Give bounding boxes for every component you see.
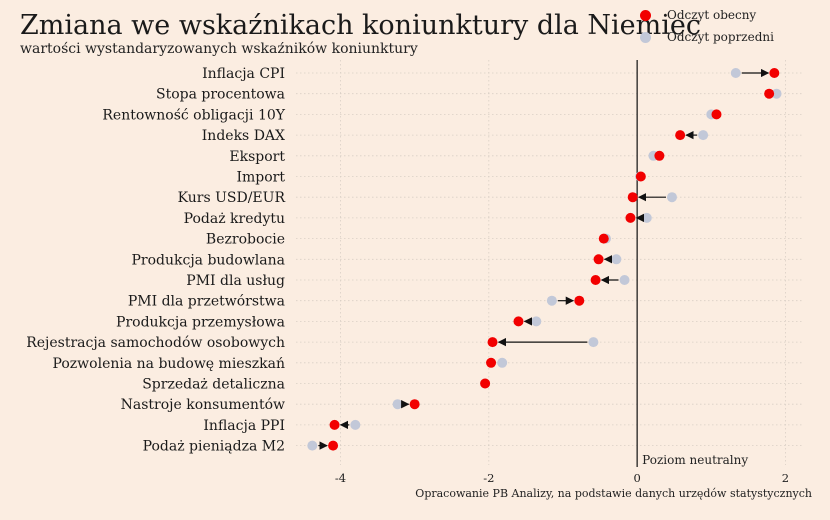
current-value-point [625,212,636,223]
category-label: Pozwolenia na budowę mieszkań [53,356,285,372]
previous-value-point [698,130,709,141]
previous-value-point [619,275,630,285]
category-label: Sprzedaż detaliczna [142,377,285,393]
category-label: Bezrobocie [206,232,285,248]
current-value-point [329,419,340,430]
current-value-point [675,130,686,141]
previous-value-point [531,316,542,327]
category-label: Inflacja CPI [202,66,285,82]
category-label: Import [236,170,285,186]
current-value-point [593,254,604,265]
category-label: Podaż pieniądza M2 [143,439,285,455]
source-note: Opracowanie PB Analizy, na podstawie dan… [415,487,812,500]
legend-item-current: Odczyt obecny [640,4,774,26]
previous-value-point [588,337,599,348]
current-value-point [654,150,665,161]
chart-title: Zmiana we wskaźnikach koniunktury dla Ni… [20,10,701,41]
legend-label-current: Odczyt obecny [667,8,757,22]
neutral-line-label: Poziom neutralny [642,453,748,467]
current-value-point [711,109,722,120]
category-label: Produkcja przemysłowa [116,314,285,330]
current-value-point [487,337,498,348]
category-label: Podaż kredytu [184,211,285,227]
current-value-point [635,171,646,182]
category-label: Rentowność obligacji 10Y [102,107,285,123]
current-value-point [590,275,601,285]
legend-marker-current [640,9,651,21]
legend-marker-previous [640,31,651,43]
category-label: Inflacja PPI [203,418,285,434]
x-tick-label: -4 [335,471,346,485]
current-value-point [769,68,780,78]
category-label: Nastroje konsumentów [121,397,285,413]
x-tick-label: 0 [633,471,640,485]
previous-value-point [730,68,741,78]
current-value-point [328,440,339,451]
current-value-point [486,357,497,368]
legend: Odczyt obecny Odczyt poprzedni [640,4,774,48]
category-label: Produkcja budowlana [131,252,285,268]
x-tick-label: -2 [483,471,494,485]
category-label: Eksport [229,149,285,165]
current-value-point [598,233,609,244]
previous-value-point [546,295,557,306]
previous-value-point [611,254,622,265]
category-label: PMI dla usług [186,273,285,289]
current-value-point [513,316,524,327]
current-value-point [574,295,585,306]
category-label: Stopa procentowa [156,87,285,103]
previous-value-point [641,212,652,223]
category-label: Kurs USD/EUR [178,190,286,206]
current-value-point [627,192,638,203]
chart-subtitle: wartości wystandaryzowanych wskaźników k… [20,41,418,57]
previous-value-point [350,419,361,430]
previous-value-point [497,357,508,368]
legend-item-previous: Odczyt poprzedni [640,26,774,48]
current-value-point [764,88,775,99]
category-label: PMI dla przetwórstwa [128,294,285,310]
current-value-point [480,378,491,389]
x-tick-label: 2 [782,471,789,485]
category-label: Rejestracja samochodów osobowych [26,335,285,351]
category-label: Indeks DAX [202,128,285,144]
previous-value-point [666,192,677,203]
current-value-point [409,399,420,410]
previous-value-point [771,88,782,99]
previous-value-point [392,399,403,410]
previous-value-point [307,440,318,451]
legend-label-previous: Odczyt poprzedni [667,30,774,44]
